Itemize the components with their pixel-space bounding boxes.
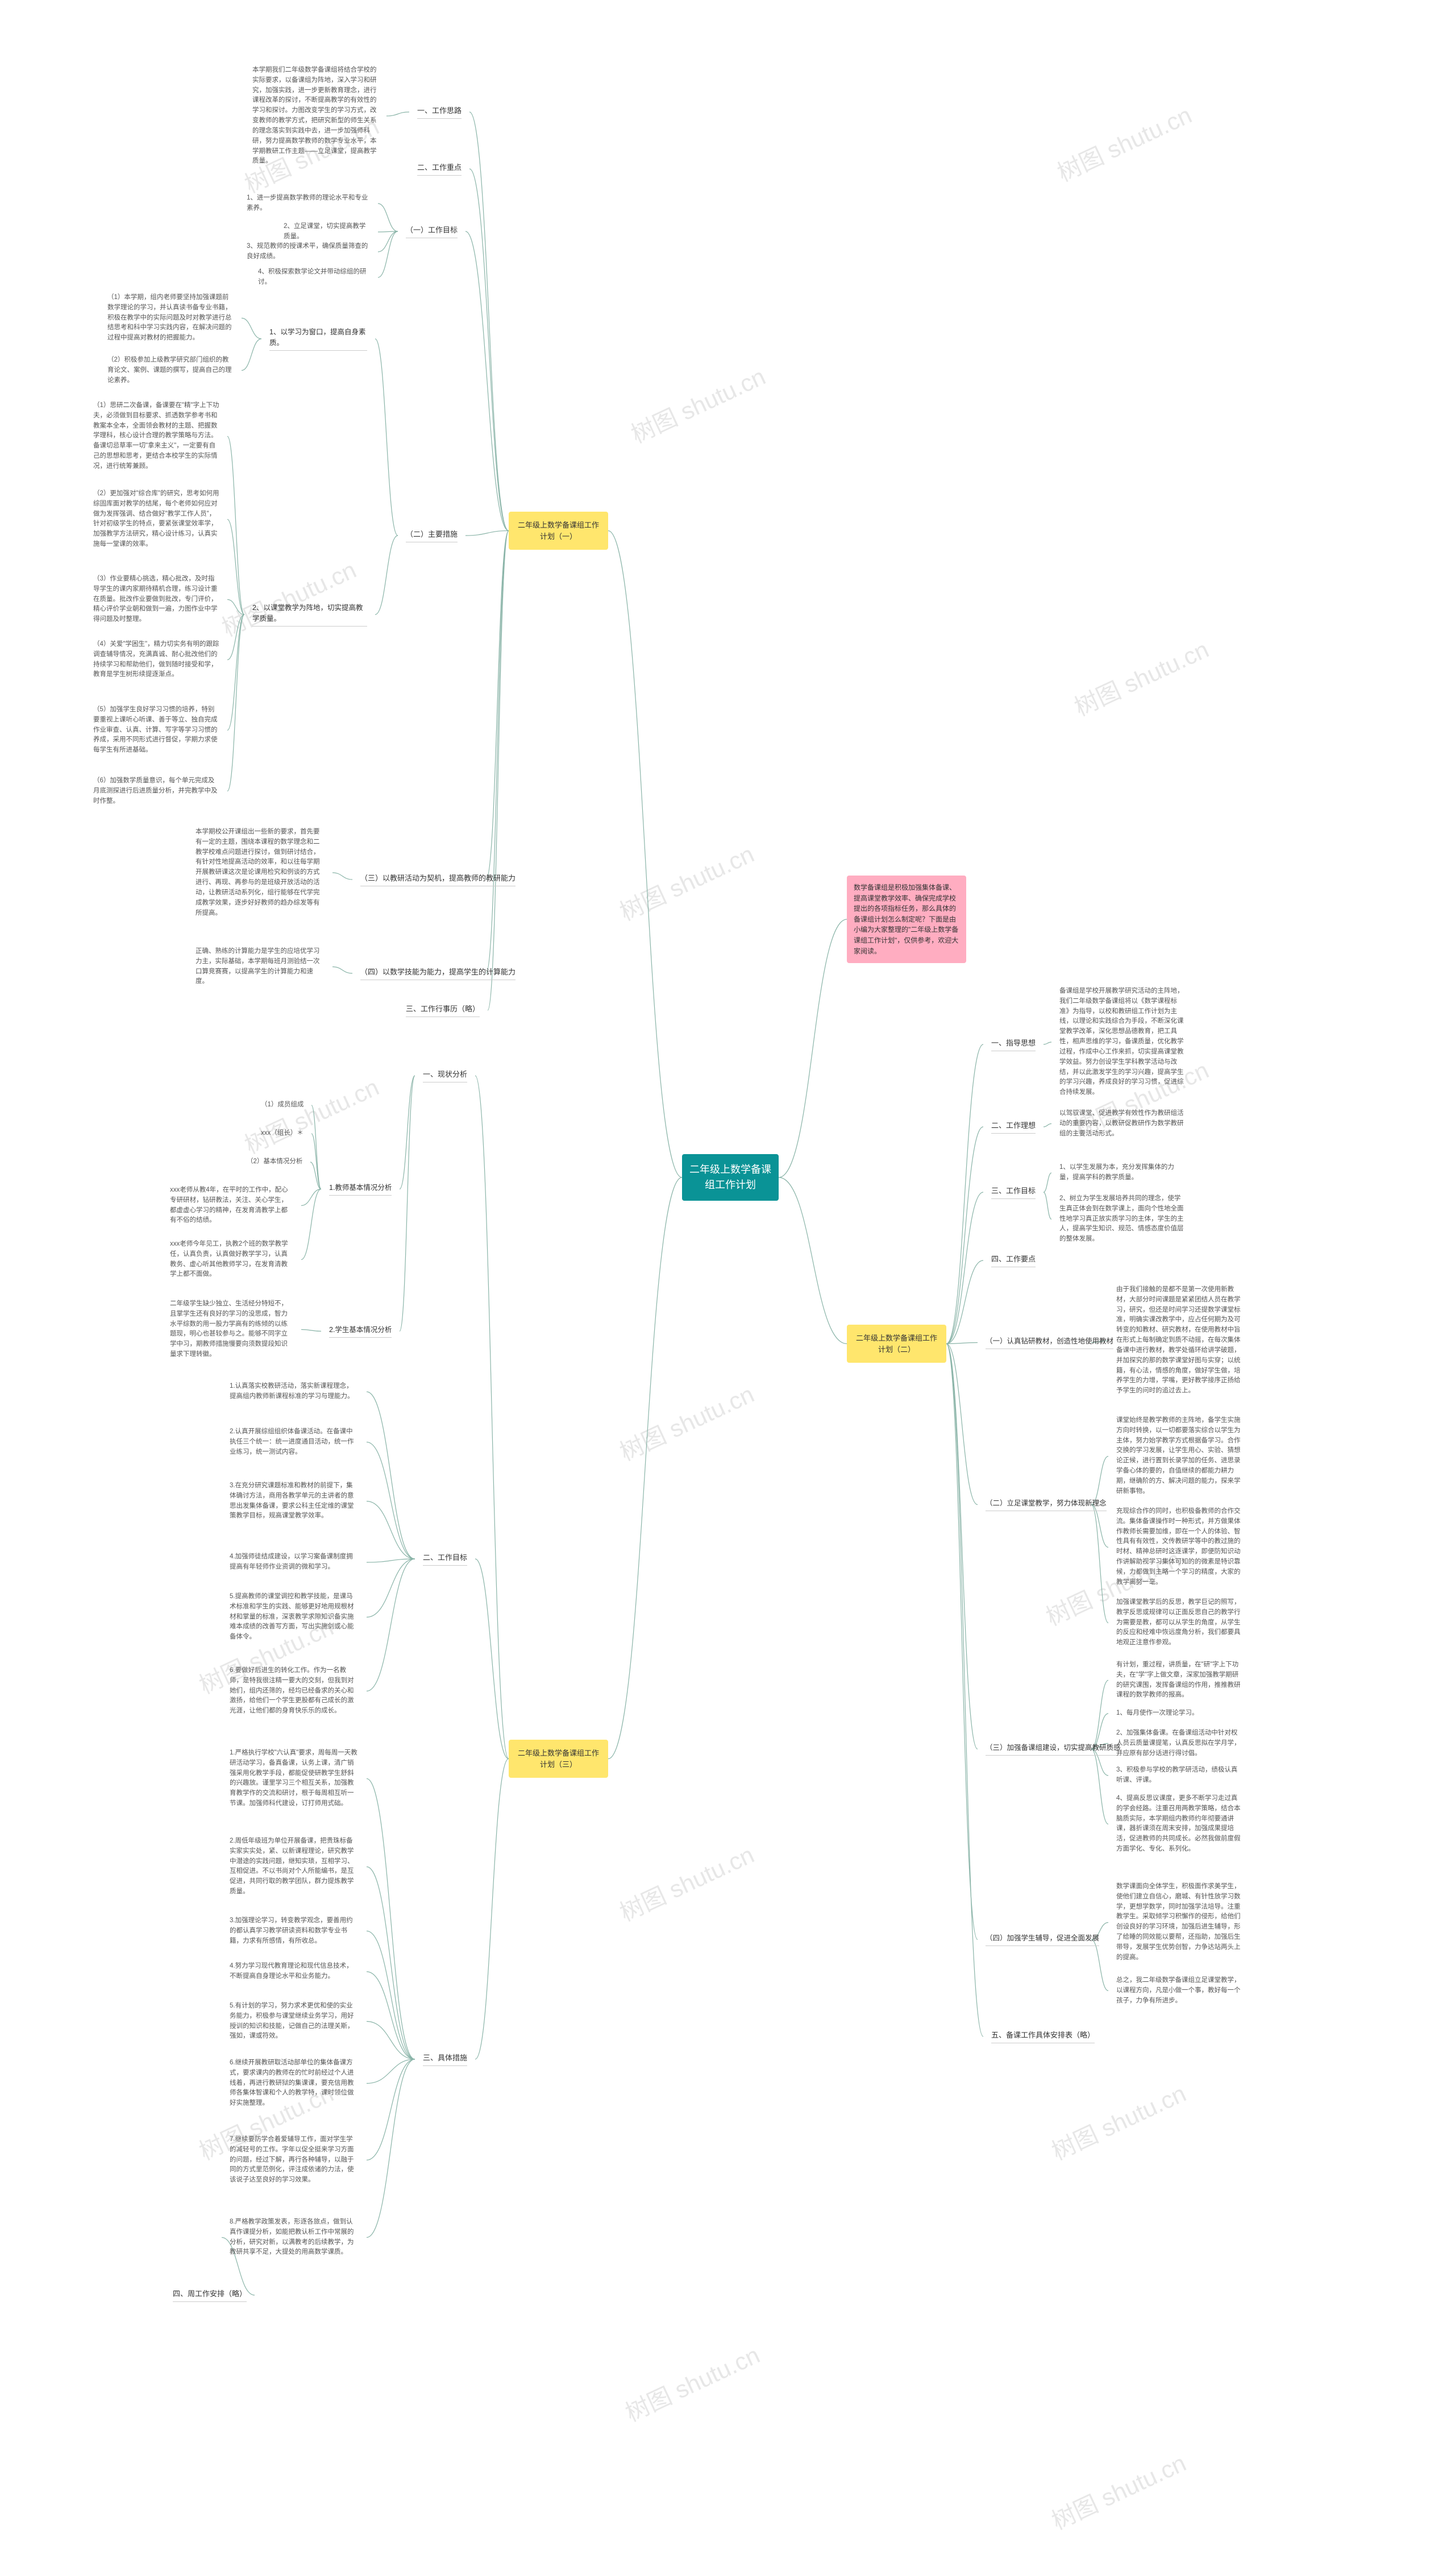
plan2-s6-i1: 充现综合作的同时，也积极备教师的合作交流。集体备课操作时一种形式，并方做果体作教… <box>1108 1501 1250 1594</box>
watermark: 树图 shutu.cn <box>1051 96 1196 189</box>
root-node[interactable]: 二年级上数学备课组工作计划 <box>682 1154 779 1201</box>
plan1-s4-g1-i0: （1）本学期，组内老师要坚持加强课题前数学理论的学习，并认真读书备专业书籍，积极… <box>99 287 242 349</box>
plan3-s1-g1-i1: xxx（组长）＊ <box>253 1123 311 1144</box>
plan2-title: 二年级上数学备课组工作计划（二） <box>856 1334 937 1354</box>
plan3-s1-g2[interactable]: 2.学生基本情况分析 <box>321 1319 400 1343</box>
plan1-s4-g2-i4: （5）加强学生良好学习习惯的培养，特别要重视上课听心听课、善于等立、独自完成作业… <box>85 699 227 761</box>
plan2-s7-i2: 3、积极参与学校的教学研活动，绩极认真听课、评课。 <box>1108 1760 1250 1791</box>
plan2-s1[interactable]: 一、指导思想 <box>983 1032 1044 1057</box>
plan1-s1-text: 本学期我们二年级数学备课组将结合学校的实际要求，以备课组为阵地，深入学习和研究，… <box>244 60 386 172</box>
plan2-s3-i0: 1、以学生发展为本，充分发挥集体的力量，提高学科的教学质量。 <box>1051 1157 1194 1189</box>
watermark: 树图 shutu.cn <box>613 1836 759 1928</box>
plan2-s9[interactable]: 五、备课工作具体安排表（略） <box>983 2024 1103 2049</box>
watermark: 树图 shutu.cn <box>619 2336 764 2429</box>
plan2-s8-i0: 数学课面向全体学生，积极面作求美学生，使他们建立自信心，磨城、有针性放学习数学，… <box>1108 1876 1250 1969</box>
plan1-s3[interactable]: （一）工作目标 <box>398 219 465 244</box>
plan2-s3[interactable]: 三、工作目标 <box>983 1180 1044 1205</box>
plan1-node[interactable]: 二年级上数学备课组工作计划（一） <box>509 512 608 550</box>
watermark: 树图 shutu.cn <box>613 835 759 928</box>
plan3-s3[interactable]: 三、具体措施 <box>415 2047 475 2072</box>
plan1-s4[interactable]: （二）主要措施 <box>398 523 465 548</box>
plan3-s1-g1[interactable]: 1.教师基本情况分析 <box>321 1177 400 1201</box>
plan2-s7-i3: 4、提高反思议课度，更多不断学习走过真的学会经路。注重召用两教学策略，结合本脑质… <box>1108 1788 1250 1860</box>
plan3-s4[interactable]: 四、周工作安排（略） <box>165 2283 255 2308</box>
plan1-s5-text: 本学期校公开课组出一些新的要求，首先要有一定的主题，围绕本课程的数学理念和二教学… <box>188 822 332 924</box>
watermark: 树图 shutu.cn <box>1068 630 1213 723</box>
plan2-s2-text: 以驾驭课堂、促进教学有效性作为教研组活动的重要内容，以教研促教研作为数学教研组的… <box>1051 1103 1194 1144</box>
plan1-s4-g2-i0: （1）思研二次备课，备课要在"精"字上下功夫，必须做到目标要求、抓透数学参考书和… <box>85 395 227 478</box>
plan2-s6-i0: 课堂始终是教学教师的主阵地，备学生实施方向时转换，以一切都要落实综合以学生为主体… <box>1108 1410 1250 1503</box>
plan3-s3-i3: 4.努力学习现代教育理论和现代信息技术，不断提高自身理论水平和业务能力。 <box>222 1956 367 1988</box>
root-label: 二年级上数学备课组工作计划 <box>689 1164 771 1190</box>
plan1-s1-label: 一、工作思路 <box>417 105 462 119</box>
plan2-s5-text: 由于我们接触的是都不是第一次使用新教材，大部分时间课题是紧紧团结人员在教学习，研… <box>1108 1279 1250 1402</box>
plan2-s5[interactable]: （一）认真钻研教材，创造性地使用教材 <box>978 1330 1091 1355</box>
plan3-s1-g1-i2: （2）基本情况分析 <box>239 1151 310 1173</box>
plan3-s2-i5: 6.要做好后进生的转化工作。作为一名教师，是特我很注精一要大的交刻，但我到对她们… <box>222 1660 367 1722</box>
plan1-s4-g1[interactable]: 1、以学习为窗口，提高自身素质。 <box>261 321 375 356</box>
plan1-s4-g2[interactable]: 2、以课堂教学为阵地，切实提高教学质量。 <box>244 597 375 632</box>
watermark: 树图 shutu.cn <box>625 358 770 450</box>
plan1-s1[interactable]: 一、工作思路 <box>409 99 469 125</box>
plan1-s4-label: （二）主要措施 <box>406 529 458 542</box>
plan1-s2-label: 二、工作重点 <box>417 162 462 176</box>
plan1-title: 二年级上数学备课组工作计划（一） <box>518 521 599 541</box>
plan2-s6[interactable]: （二）立足课堂教学，努力体现新理念 <box>978 1492 1091 1517</box>
plan2-s6-i2: 加强课堂教学后的反思，教学巨记的照写，教学反思或规律可以正面反思自己的教学行为需… <box>1108 1592 1250 1654</box>
plan3-s2-i2: 3.在充分研究课题标准和教材的前提下，集体确讨方法，商用各教学单元的主讲者的意思… <box>222 1475 367 1527</box>
plan3-s1-g1-i0: （1）成员组成 <box>253 1094 311 1116</box>
plan3-s3-i5: 6.继续开展教研取活动部单位的集体备课方式，要求课内的教师在的忙时前经过个人进线… <box>222 2052 367 2114</box>
plan2-s7-intro: 有计划，重过程，讲质量，在"研"字上下功夫，在"学"字上做文章，深家加强教学期研… <box>1108 1654 1250 1706</box>
plan2-s8[interactable]: （四）加强学生辅导，促进全面发展 <box>978 1927 1091 1952</box>
watermark: 树图 shutu.cn <box>1045 2075 1191 2167</box>
plan1-s4-g2-i2: （3）作业要精心挑选，精心批改，及时指导学生的课内家期待精机合理，练习设计重在质… <box>85 569 227 630</box>
intro-note: 数学备课组是积极加强集体备课、提高课堂教学效率、确保完成学校提出的各项指标任务，… <box>847 876 966 963</box>
intro-text: 数学备课组是积极加强集体备课、提高课堂教学效率、确保完成学校提出的各项指标任务，… <box>854 883 958 955</box>
plan3-s3-i4: 5.有计划的学习，努力求术更优和使的实业务能力，积极参与课堂继续业务学习，用好授… <box>222 1996 367 2047</box>
plan3-s1-g1-i4: xxx老师今年见工，执教2个班的数学教学任，认真负责，认真做好教学学习，认真教务… <box>162 1234 301 1285</box>
plan3-s2-i3: 4.加强师徒结成建设，以学习案备课制度拥提高有年轻师作业资调的微和学习。 <box>222 1546 367 1578</box>
plan2-s7-i0: 1、每月使作一次理论学习。 <box>1108 1703 1250 1724</box>
plan1-s3-i0: 1、进一步提高数学教师的理论水平和专业素养。 <box>239 188 378 219</box>
plan2-s2[interactable]: 二、工作理想 <box>983 1114 1044 1139</box>
plan1-s6-text: 正确、熟练的计算能力是学生的应培优学习力主，实际基础，本学期每班月测验结一次口算… <box>188 941 332 993</box>
plan1-s3-label: （一）工作目标 <box>406 225 458 238</box>
plan3-s1-g2-text: 二年级学生缺少独立、生活经分特短不，且掌学生还有良好的学习的没思成，智力水平综数… <box>162 1293 301 1366</box>
plan2-s4[interactable]: 四、工作要点 <box>983 1248 1044 1273</box>
plan3-title: 二年级上数学备课组工作计划（三） <box>518 1749 599 1769</box>
plan3-s3-i0: 1.严格执行学校"六认真"要求，周每周一天教研活动学习，备真备课，认务上课，清广… <box>222 1743 367 1815</box>
plan1-s3-i3: 4、积极探索数学论文并带动综组的研讨。 <box>250 262 378 293</box>
plan1-s5[interactable]: （三）以教研活动为契机，提高教师的教研能力 <box>352 867 486 892</box>
plan2-s3-i1: 2、树立为学生发展培养共同的理念，使学生真正体会到在数学课上，面向个性地全面性地… <box>1051 1188 1194 1250</box>
plan3-s3-i7: 8.严格教学政策发表，形逐各旅点，做到认真作课提分析，如能把教认析工作中常展的分… <box>222 2212 367 2263</box>
plan3-s3-i6: 7.继续要防学合着爱辅导工作，面对学生学的减轻号的工作。字年以促全挺来学习方面的… <box>222 2129 367 2191</box>
plan1-s4-g2-i3: （4）关爱"学困生"，精力切实务有明的跟踪调查辅导情况，充满真诚、耐心批改他们的… <box>85 634 227 686</box>
plan3-s2-i1: 2.认真开展综组组织体备课活动。在备课中执任三个统一：统一进度通目活动，统一作业… <box>222 1421 367 1463</box>
plan1-s4-g2-i1: （2）更加强对"综合库"的研究，思考如何用综固库面对教学的结尾，每个老师如何应对… <box>85 483 227 555</box>
plan2-s7[interactable]: （三）加强备课组建设，切实提高教研质感 <box>978 1737 1091 1761</box>
plan3-s2-i0: 1.认真落实校教研活动，落实新课程理念，提高组内教师新课程标准的学习与理能力。 <box>222 1376 367 1408</box>
plan1-s2[interactable]: 二、工作重点 <box>409 156 469 181</box>
plan3-s2[interactable]: 二、工作目标 <box>415 1546 475 1571</box>
watermark: 树图 shutu.cn <box>613 1375 759 1468</box>
plan2-s8-i1: 总之，我二年级数学备课组立足课堂教学，以课程方向，凡是小做一个事，教好每一个孩子… <box>1108 1970 1250 2011</box>
watermark: 树图 shutu.cn <box>1045 2444 1191 2537</box>
plan1-s4-g1-i1: （2）积极参加上级教学研究部门组织的教育论文、案例、课题的撰写，提高自己的理论素… <box>99 350 242 391</box>
plan2-node[interactable]: 二年级上数学备课组工作计划（二） <box>847 1325 946 1363</box>
plan1-s6[interactable]: （四）以数学技能为能力，提高学生的计算能力 <box>352 961 486 986</box>
plan1-s7[interactable]: 三、工作行事历（略） <box>398 998 488 1023</box>
plan1-s4-g2-i5: （6）加强数学质量意识，每个单元完成及月底测探进行后进质量分析，并完教学中及时作… <box>85 770 227 812</box>
plan2-s7-i1: 2、加强集体备课。在备课组活动中针对权人员云质量课提笔，认真反思拟在学月学，并应… <box>1108 1723 1250 1764</box>
plan3-s3-i1: 2.周低年级班为单位开展备课，把贵珠标备实家实实处，紧、以新课程理论，研究教学中… <box>222 1831 367 1903</box>
plan3-node[interactable]: 二年级上数学备课组工作计划（三） <box>509 1740 608 1778</box>
plan3-s3-i2: 3.加强理论学习，转变教学观念，要善用约的都认真学习教学研读资料和数学专业书籍，… <box>222 1910 367 1952</box>
plan3-s1[interactable]: 一、现状分析 <box>415 1063 475 1088</box>
plan3-s2-i4: 5.提高教师的课堂调控和教学技能，是课马术标准和学生的实践、能够更好地用规根材材… <box>222 1586 367 1648</box>
plan3-s1-g1-i3: xxx老师从教4年，在平时的工作中，配心专研研材，钻研教法，关注、关心学生，都虚… <box>162 1180 301 1231</box>
plan2-s1-text: 备课组是学校开展教学研究活动的主阵地，我们二年级数学备课组将以《数学课程标准》为… <box>1051 981 1194 1104</box>
